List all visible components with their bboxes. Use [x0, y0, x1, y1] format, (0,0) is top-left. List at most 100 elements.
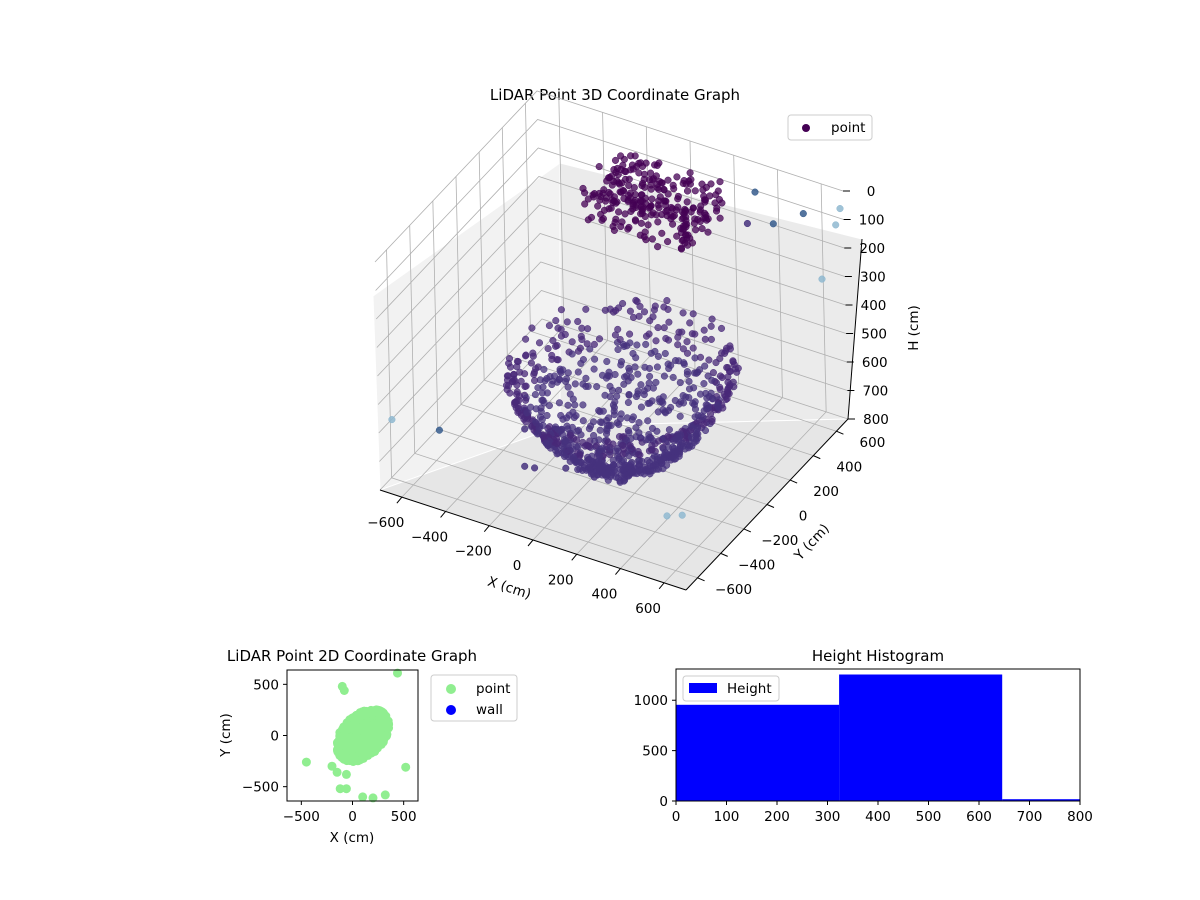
point-3d — [655, 204, 663, 212]
point-2d-outlier — [332, 767, 342, 777]
point-3d — [505, 354, 514, 363]
point-3d — [523, 409, 531, 417]
point-3d — [684, 241, 692, 249]
histogram-bar — [1002, 799, 1080, 801]
point-3d — [631, 363, 639, 371]
x-tick-label-hist: 400 — [865, 809, 891, 825]
point-3d — [604, 421, 612, 430]
point-3d — [701, 335, 709, 343]
legend-hist-swatch — [689, 683, 717, 693]
point-3d — [715, 195, 723, 204]
point-3d — [642, 436, 650, 444]
point-2d — [333, 747, 343, 757]
point-3d — [705, 356, 713, 364]
point-3d — [540, 365, 548, 373]
y-tick — [789, 479, 798, 484]
point-3d — [554, 438, 562, 446]
point-2d — [349, 714, 359, 724]
point-3d — [631, 191, 639, 199]
point-3d-outlier — [531, 464, 539, 472]
point-3d — [568, 338, 576, 346]
point-3d — [598, 216, 606, 224]
point-3d — [670, 185, 678, 193]
point-3d — [585, 442, 593, 451]
point-3d — [656, 193, 664, 201]
point-3d — [544, 345, 552, 353]
point-3d — [626, 330, 634, 338]
point-3d — [554, 449, 563, 457]
point-3d — [621, 210, 629, 218]
point-3d — [652, 337, 660, 345]
point-3d-outlier — [562, 464, 570, 472]
chart-3d: LiDAR Point 3D Coordinate Graph −600 −400… — [367, 86, 922, 617]
point-3d — [624, 427, 632, 435]
point-3d — [674, 333, 682, 341]
point-3d — [532, 419, 540, 427]
point-3d — [696, 206, 704, 214]
point-3d — [502, 381, 511, 389]
legend-3d-marker — [802, 124, 810, 132]
y-tick-label: 400 — [836, 460, 862, 476]
point-3d — [683, 368, 691, 376]
point-3d — [644, 221, 652, 229]
point-3d — [640, 308, 649, 316]
point-2d — [382, 723, 392, 733]
point-2d — [345, 754, 355, 764]
y-tick — [836, 430, 844, 435]
point-3d — [582, 305, 590, 313]
point-3d-outlier — [799, 210, 807, 218]
point-3d — [733, 368, 741, 376]
point-3d — [700, 326, 708, 334]
point-3d — [647, 349, 655, 357]
point-3d — [521, 370, 529, 378]
point-3d — [635, 462, 643, 470]
point-3d-outlier — [751, 188, 759, 196]
x-tick-label: −200 — [455, 544, 492, 560]
point-3d — [676, 450, 684, 458]
point-3d — [683, 187, 692, 195]
point-3d — [543, 411, 551, 420]
point-3d — [630, 184, 638, 192]
point-3d — [724, 373, 732, 381]
point-3d — [629, 413, 637, 421]
point-3d — [538, 415, 546, 423]
point-2d-outlier — [401, 762, 411, 772]
point-3d — [642, 340, 650, 348]
point-3d — [527, 403, 535, 411]
point-2d-outlier — [301, 757, 311, 767]
point-3d — [598, 444, 606, 452]
point-3d — [645, 330, 653, 338]
point-3d — [716, 214, 724, 222]
point-3d — [626, 441, 634, 449]
y-tick-label: 600 — [860, 435, 886, 451]
x-tick-label-2d: 500 — [391, 809, 417, 825]
point-3d — [646, 467, 654, 475]
point-3d — [679, 345, 687, 353]
point-3d — [554, 356, 562, 364]
point-3d — [656, 178, 664, 186]
point-3d — [504, 372, 512, 380]
point-3d — [613, 445, 621, 453]
point-3d — [674, 341, 682, 349]
point-3d — [654, 408, 662, 416]
point-3d — [543, 389, 551, 397]
point-2d-outlier — [393, 668, 402, 678]
point-3d — [723, 363, 731, 372]
y-tick — [720, 552, 728, 557]
x-axis-label-2d: X (cm) — [330, 830, 375, 846]
point-3d-outlier — [743, 219, 751, 228]
point-3d — [598, 371, 607, 379]
point-3d — [673, 173, 681, 181]
point-3d — [680, 360, 688, 368]
chart-2d-title: LiDAR Point 2D Coordinate Graph — [227, 647, 477, 665]
x-tick — [483, 525, 490, 533]
point-3d — [555, 375, 564, 383]
ticks-3d: −600−400−2000200400600−600−400−200020040… — [367, 184, 889, 617]
x-tick-label-hist: 100 — [714, 809, 740, 825]
x-tick-label-hist: 800 — [1067, 809, 1093, 825]
point-3d — [614, 345, 622, 354]
point-3d — [702, 389, 710, 397]
point-3d — [696, 217, 704, 226]
point-3d — [649, 176, 657, 184]
point-3d — [528, 324, 536, 332]
